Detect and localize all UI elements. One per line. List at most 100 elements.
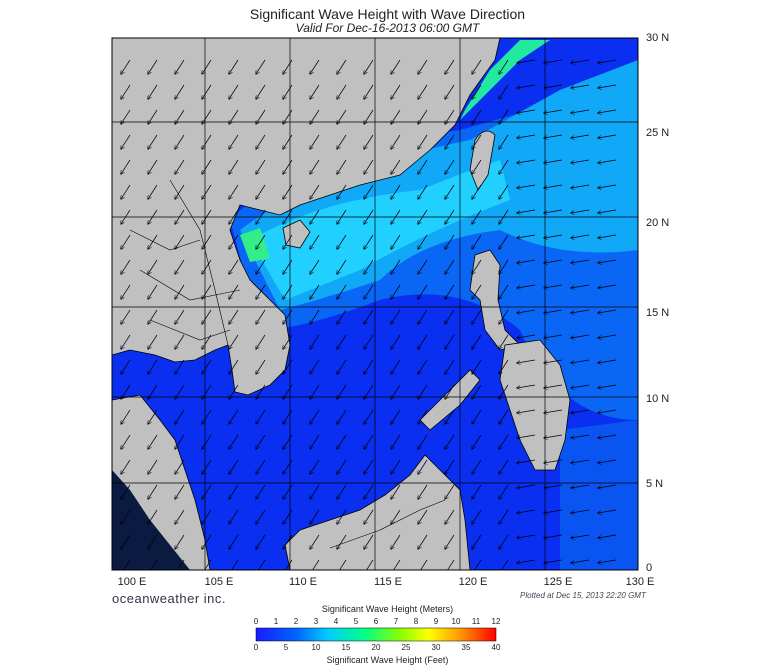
wave-arrow xyxy=(202,509,212,524)
wave-arrow xyxy=(517,134,536,138)
wave-arrow xyxy=(598,384,617,388)
wave-arrow xyxy=(517,534,536,538)
wave-arrow xyxy=(418,484,428,499)
wave-arrow xyxy=(148,484,158,499)
wave-arrow xyxy=(175,434,185,449)
colorbar xyxy=(255,627,497,642)
wave-arrow xyxy=(598,84,617,88)
wave-arrow xyxy=(283,309,293,324)
wave-arrow xyxy=(337,309,347,324)
wave-arrow xyxy=(472,259,482,274)
wave-arrow xyxy=(499,509,509,524)
wave-arrow xyxy=(364,559,374,570)
wave-arrow xyxy=(472,334,482,349)
wave-arrow xyxy=(364,134,374,149)
wave-arrow xyxy=(571,459,590,463)
wave-arrow xyxy=(337,184,347,199)
wave-arrow xyxy=(544,409,563,413)
wave-arrow xyxy=(517,459,536,463)
wave-arrow xyxy=(364,284,374,299)
wave-arrow xyxy=(229,459,239,474)
feet-tick: 35 xyxy=(461,643,471,652)
wave-arrow xyxy=(598,184,617,188)
wave-arrow xyxy=(148,434,158,449)
wave-arrow xyxy=(283,534,293,549)
wave-arrow xyxy=(571,434,590,438)
wave-arrow xyxy=(445,484,455,499)
wave-arrow xyxy=(364,359,374,374)
wave-arrow xyxy=(571,234,590,238)
meters-tick: 0 xyxy=(253,617,259,626)
wave-arrow xyxy=(310,84,320,99)
wave-arrow xyxy=(283,334,293,349)
lon-label: 100 E xyxy=(117,576,147,588)
wave-arrow xyxy=(283,59,293,74)
lat-label: 30 N xyxy=(646,32,670,44)
wave-arrow xyxy=(571,159,590,163)
wave-arrow xyxy=(571,284,590,288)
wave-arrow xyxy=(517,84,536,88)
wave-arrow xyxy=(283,234,293,249)
wave-arrow xyxy=(391,184,401,199)
wave-arrow xyxy=(148,309,158,324)
wave-arrow xyxy=(148,234,158,249)
wave-arrow xyxy=(175,484,185,499)
wave-arrow xyxy=(337,359,347,374)
wave-arrow xyxy=(391,84,401,99)
wave-arrow xyxy=(418,534,428,549)
wave-arrow xyxy=(472,134,482,149)
wave-arrow xyxy=(148,259,158,274)
wave-arrow xyxy=(418,159,428,174)
wave-arrow xyxy=(121,509,131,524)
wave-arrow xyxy=(364,184,374,199)
map-frame xyxy=(111,37,639,571)
wave-arrow xyxy=(499,309,509,324)
wave-arrow xyxy=(598,334,617,338)
wave-arrow xyxy=(472,59,482,74)
wave-arrow xyxy=(175,59,185,74)
lon-label: 115 E xyxy=(374,576,402,588)
wave-arrow xyxy=(337,459,347,474)
plotted-timestamp: Plotted at Dec 15, 2013 22:20 GMT xyxy=(520,591,646,600)
wave-arrow xyxy=(499,84,509,99)
wave-arrow xyxy=(445,59,455,74)
wave-arrow xyxy=(571,559,590,563)
wave-arrow xyxy=(517,159,536,163)
wave-arrow xyxy=(499,134,509,149)
wave-arrow xyxy=(337,534,347,549)
wave-arrow xyxy=(148,59,158,74)
wave-arrow xyxy=(418,359,428,374)
wave-arrow xyxy=(517,559,536,563)
wave-arrow xyxy=(544,209,563,213)
feet-tick: 40 xyxy=(491,643,501,652)
wave-arrow xyxy=(148,84,158,99)
borneo xyxy=(284,454,471,570)
wave-arrow xyxy=(310,534,320,549)
wave-arrow xyxy=(175,309,185,324)
wave-arrow xyxy=(175,259,185,274)
wave-arrow xyxy=(517,359,536,363)
brand-logo-text: oceanweather inc. xyxy=(112,591,227,606)
wave-arrow xyxy=(121,534,131,549)
wave-arrow xyxy=(544,234,563,238)
wave-arrow xyxy=(571,259,590,263)
wave-arrow xyxy=(544,284,563,288)
wave-arrow xyxy=(148,359,158,374)
wave-arrow xyxy=(283,359,293,374)
wave-arrow xyxy=(499,359,509,374)
wave-arrow xyxy=(256,509,266,524)
wave-arrow xyxy=(598,509,617,513)
wave-arrow xyxy=(517,59,536,63)
wave-arrow xyxy=(364,84,374,99)
wave-arrow xyxy=(229,359,239,374)
wave-arrow xyxy=(364,334,374,349)
wave-arrow xyxy=(517,334,536,338)
wave-arrow xyxy=(283,134,293,149)
wave-arrow xyxy=(202,134,212,149)
lon-label: 105 E xyxy=(204,576,234,588)
wave-arrow xyxy=(364,484,374,499)
meters-tick: 3 xyxy=(313,617,319,626)
wave-arrow xyxy=(337,259,347,274)
wave-arrow xyxy=(310,159,320,174)
